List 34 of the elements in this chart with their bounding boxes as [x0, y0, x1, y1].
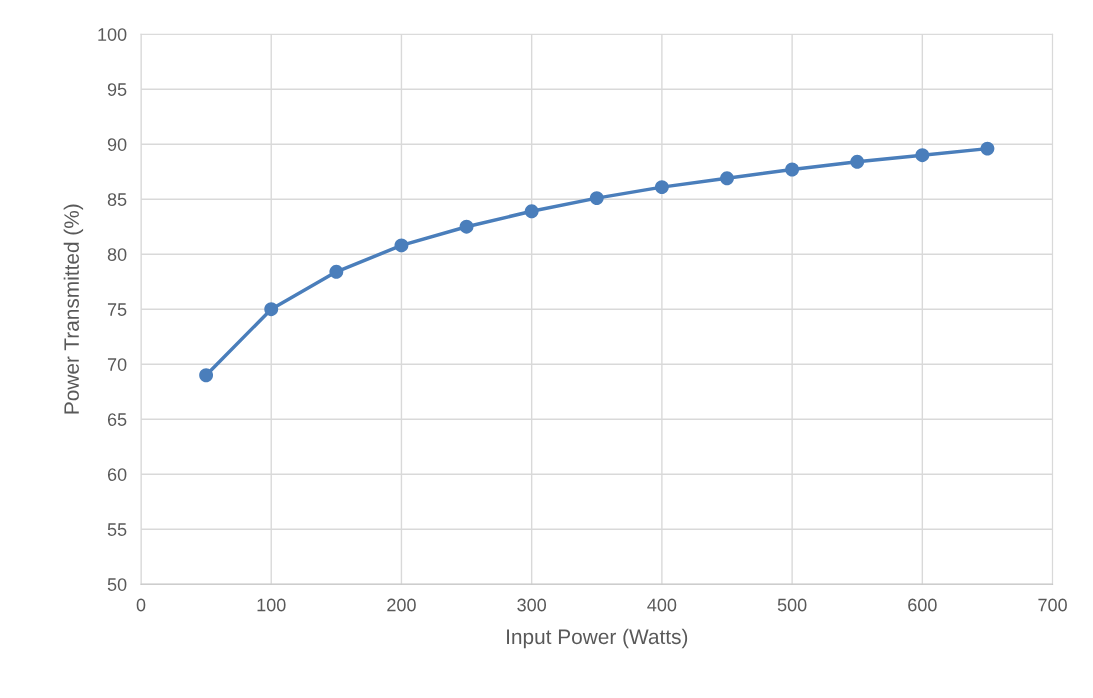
- y-tick-label: 70: [107, 358, 127, 371]
- x-tick-label: 500: [777, 598, 807, 612]
- point: [980, 141, 995, 156]
- y-tick-label: 50: [107, 578, 127, 591]
- x-tick-label: 100: [257, 598, 286, 612]
- x-tick-label: 600: [908, 598, 937, 612]
- x-tick-label: 400: [647, 598, 677, 612]
- point: [850, 154, 865, 169]
- point: [915, 148, 930, 163]
- point: [654, 180, 669, 195]
- point: [264, 302, 279, 317]
- point: [785, 162, 800, 177]
- y-tick-label: 80: [107, 248, 127, 261]
- y-tick-label: 95: [107, 83, 127, 96]
- point: [394, 238, 409, 253]
- x-tick-label: 700: [1038, 598, 1067, 612]
- y-tick-label: 65: [107, 413, 127, 426]
- y-axis-title: Power Transmitted (%): [63, 204, 84, 414]
- point: [199, 368, 214, 383]
- y-tick-label: 60: [107, 468, 127, 481]
- point: [720, 171, 734, 186]
- x-axis-title: Input Power (Watts): [507, 628, 688, 649]
- x-tick-label: 200: [387, 598, 416, 612]
- point: [329, 264, 344, 279]
- y-tick-label: 90: [107, 138, 127, 151]
- y-tick-label: 75: [107, 303, 127, 316]
- point: [459, 219, 474, 234]
- y-tick-label: 85: [107, 193, 127, 206]
- x-tick-label: 0: [136, 598, 146, 612]
- y-tick-label: 55: [107, 523, 127, 536]
- y-tick-label: 100: [98, 28, 127, 41]
- x-tick-label: 300: [517, 598, 547, 612]
- point: [524, 204, 539, 219]
- point: [589, 191, 604, 206]
